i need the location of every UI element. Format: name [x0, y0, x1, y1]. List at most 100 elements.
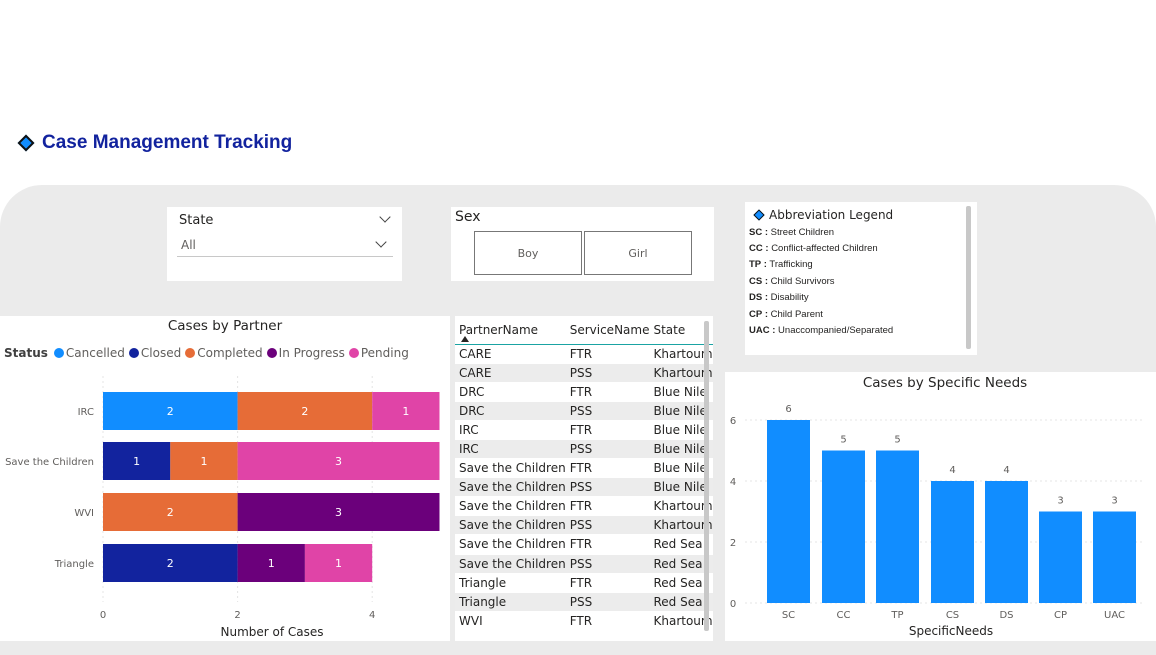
bar-data-label: 2: [167, 557, 174, 570]
page-header: Case Management Tracking: [17, 132, 292, 154]
table-scrollbar[interactable]: [704, 321, 709, 631]
bar-segment[interactable]: [103, 544, 238, 582]
abbreviation-legend: Abbreviation Legend SC : Street Children…: [745, 202, 977, 355]
bar-segment[interactable]: [237, 493, 440, 531]
y-tick-label: 2: [730, 538, 736, 549]
bar-data-label: 2: [301, 405, 308, 418]
abbr-item: SC : Street Children: [749, 227, 835, 238]
table-row[interactable]: CARE FTR Khartoum: [455, 344, 713, 364]
bar[interactable]: [1039, 511, 1082, 604]
bar-data-label: 1: [200, 455, 207, 468]
abbr-item: UAC : Unaccompanied/Separated: [749, 325, 894, 336]
y-category-label: Triangle: [54, 559, 94, 570]
bar-segment[interactable]: [237, 392, 373, 430]
bar-data-label: 1: [133, 455, 140, 468]
sex-option-girl[interactable]: Girl: [584, 231, 692, 275]
y-tick-label: 4: [730, 477, 736, 488]
bar-data-label: 3: [1057, 496, 1063, 507]
x-category-label: SC: [782, 610, 795, 621]
table-cell: Khartoum: [649, 344, 713, 364]
table-cell: FTR: [565, 496, 650, 517]
table-row[interactable]: IRC PSS Blue Nile: [455, 439, 713, 460]
sort-ascending-icon: [461, 335, 469, 342]
bar-segment[interactable]: [103, 392, 238, 430]
chevron-down-icon: [375, 236, 387, 248]
bar[interactable]: [1093, 511, 1136, 604]
y-category-label: Save the Children: [5, 457, 94, 468]
table-row[interactable]: DRC FTR Blue Nile: [455, 382, 713, 402]
legend-item-cancelled[interactable]: Cancelled: [53, 346, 125, 360]
legend-item-completed[interactable]: Completed: [185, 346, 263, 360]
table-cell: Save the Children: [455, 534, 566, 555]
table-cell: Khartoum: [649, 496, 713, 517]
sex-slicer: Sex Boy Girl: [451, 207, 714, 281]
x-category-label: CC: [837, 610, 851, 621]
table-cell: FTR: [565, 420, 650, 440]
column-header-partnername[interactable]: PartnerName: [455, 316, 566, 345]
table-cell: Blue Nile: [649, 382, 713, 402]
table-row[interactable]: Triangle FTR Red Sea: [455, 573, 713, 593]
table-cell: IRC: [455, 420, 566, 440]
bar-segment[interactable]: [304, 544, 373, 582]
legend-label: Cancelled: [65, 346, 125, 360]
bar-segment[interactable]: [103, 493, 238, 531]
x-tick-label: 4: [369, 610, 375, 621]
abbr-item: TP : Trafficking: [749, 259, 813, 270]
legend-scrollbar[interactable]: [966, 206, 971, 349]
table-row[interactable]: Save the Children FTR Red Sea: [455, 534, 713, 555]
legend-item-in-progress[interactable]: In Progress: [266, 346, 345, 360]
column-header-servicename[interactable]: ServiceName: [565, 316, 650, 345]
column-header-state[interactable]: State: [649, 316, 713, 345]
chart-title: Cases by Specific Needs: [863, 375, 1027, 391]
bar[interactable]: [985, 481, 1028, 603]
bar-segment[interactable]: [237, 442, 440, 480]
table-cell: CARE: [455, 344, 566, 364]
table-cell: Blue Nile: [649, 401, 713, 421]
table-row[interactable]: DRC PSS Blue Nile: [455, 401, 713, 421]
table-cell: FTR: [565, 382, 650, 402]
table-cell: DRC: [455, 401, 566, 421]
bar[interactable]: [767, 420, 810, 603]
table-row[interactable]: Save the Children PSS Blue Nile: [455, 477, 713, 498]
table-row[interactable]: Save the Children PSS Khartoum: [455, 515, 713, 536]
table-cell: Red Sea: [649, 573, 713, 593]
table-row[interactable]: Save the Children PSS Red Sea: [455, 554, 713, 574]
table-row[interactable]: CARE PSS Khartoum: [455, 363, 713, 383]
table-row[interactable]: IRC FTR Blue Nile: [455, 420, 713, 440]
abbr-item: CP : Child Parent: [749, 309, 823, 320]
data-table: PartnerName ServiceName State CARE FTR Kha…: [455, 316, 713, 631]
table-cell: Save the Children: [455, 458, 566, 479]
table-cell: Save the Children: [455, 477, 566, 498]
bar-segment[interactable]: [103, 442, 171, 480]
abbreviation-legend-title-text: Abbreviation Legend: [769, 208, 894, 222]
bar-data-label: 2: [167, 506, 174, 519]
table-cell: FTR: [565, 534, 650, 555]
legend-item-closed[interactable]: Closed: [128, 346, 181, 360]
x-category-label: CS: [946, 610, 959, 621]
cases-by-specific-needs-chart: Cases by Specific Needs 0 2 4 6 6 SC 5 CC 5 TP 4 CS 4…: [730, 375, 1145, 638]
abbr-item: DS : Disability: [749, 292, 809, 303]
table-cell: Khartoum: [649, 515, 713, 536]
table-cell: Save the Children: [455, 496, 566, 517]
table-row[interactable]: WVI FTR Khartoum: [455, 611, 713, 631]
table-row[interactable]: Save the Children FTR Khartoum: [455, 496, 713, 517]
table-row[interactable]: Save the Children FTR Blue Nile: [455, 458, 713, 479]
legend-item-pending[interactable]: Pending: [348, 346, 409, 360]
bar-segment[interactable]: [372, 392, 440, 430]
sex-option-boy[interactable]: Boy: [474, 231, 582, 275]
chevron-down-icon[interactable]: [379, 211, 391, 223]
state-dropdown[interactable]: All: [177, 233, 393, 257]
table-row[interactable]: Triangle PSS Red Sea: [455, 592, 713, 612]
legend-dot: [128, 348, 139, 358]
bar[interactable]: [876, 450, 919, 604]
bar[interactable]: [822, 450, 865, 604]
bar[interactable]: [931, 481, 974, 603]
x-axis-title: Number of Cases: [220, 625, 323, 639]
diamond-icon: [17, 134, 35, 152]
bar-segment[interactable]: [237, 544, 305, 582]
table-cell: PSS: [565, 439, 650, 460]
x-category-label: TP: [890, 610, 903, 621]
bar-segment[interactable]: [170, 442, 238, 480]
x-axis-title: SpecificNeeds: [909, 624, 993, 638]
bar-data-label: 1: [335, 557, 342, 570]
